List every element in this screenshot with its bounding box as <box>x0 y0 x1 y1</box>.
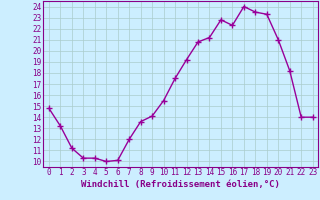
X-axis label: Windchill (Refroidissement éolien,°C): Windchill (Refroidissement éolien,°C) <box>81 180 280 189</box>
